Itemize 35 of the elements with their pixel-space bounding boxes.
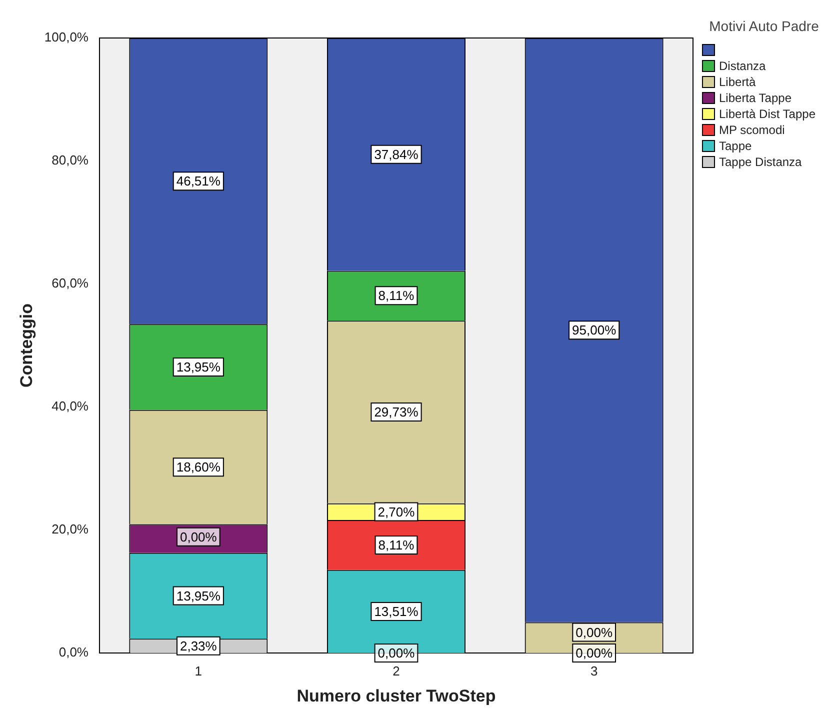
- data-label: 2,70%: [378, 504, 416, 520]
- x-axis-title: Numero cluster TwoStep: [296, 686, 496, 706]
- annotation: 0,00%: [180, 530, 218, 545]
- y-tick-label: 40,0%: [52, 398, 89, 414]
- y-axis-title: Conteggio: [16, 303, 36, 388]
- legend-label: MP scomodi: [719, 123, 785, 137]
- y-tick-label: 0,0%: [58, 644, 89, 660]
- legend-label: Libertà Dist Tappe: [719, 107, 816, 121]
- data-label: 8,11%: [378, 538, 415, 553]
- data-label: 29,73%: [374, 404, 419, 420]
- legend-label: Liberta Tappe: [719, 91, 792, 105]
- legend-label: Distanza: [719, 59, 766, 73]
- data-label: 37,84%: [374, 146, 419, 162]
- annotation: 0,00%: [576, 646, 613, 661]
- x-tick-label: 2: [392, 663, 400, 678]
- data-label: 13,51%: [374, 604, 419, 620]
- y-tick-label: 100,0%: [44, 30, 89, 45]
- data-label: 95,00%: [572, 322, 617, 338]
- x-tick-label: 1: [194, 663, 202, 678]
- annotation: 0,00%: [378, 646, 416, 661]
- legend-title: Motivi Auto Padre: [708, 18, 820, 34]
- x-tick-label: 3: [590, 663, 598, 678]
- data-label: 46,51%: [176, 174, 221, 189]
- data-label: 13,95%: [176, 360, 221, 375]
- data-label: 8,11%: [378, 288, 415, 304]
- data-label: 18,60%: [176, 460, 221, 475]
- y-tick-label: 80,0%: [52, 152, 89, 168]
- legend-label: Tappe: [719, 139, 752, 153]
- data-label: 13,95%: [176, 588, 221, 604]
- y-tick-label: 60,0%: [52, 276, 89, 291]
- annotation: 0,00%: [576, 624, 613, 640]
- legend-label: Tappe Distanza: [719, 155, 802, 169]
- y-tick-label: 20,0%: [52, 522, 89, 537]
- legend-label: Libertà: [719, 75, 756, 89]
- data-label: 2,33%: [180, 638, 218, 654]
